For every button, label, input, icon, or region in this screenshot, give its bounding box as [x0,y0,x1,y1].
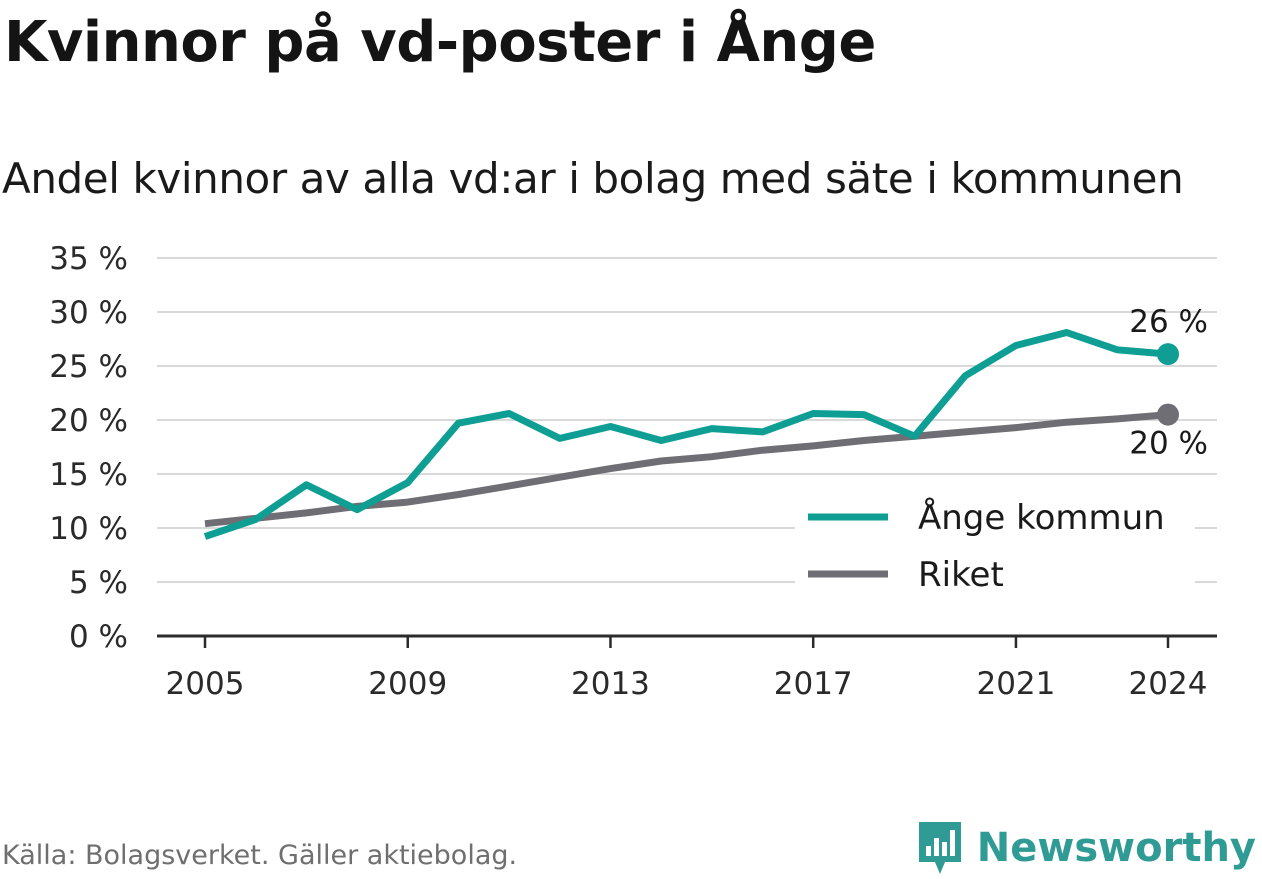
y-tick-label: 15 % [49,457,128,493]
y-tick-label: 20 % [49,403,128,439]
brand-logo: Newsworthy [915,818,1256,878]
y-tick-label: 5 % [69,565,128,601]
legend-label: Riket [918,555,1004,595]
series-line-ange [203,329,1169,540]
y-tick-label: 0 % [69,619,128,655]
y-tick-label: 25 % [49,349,128,385]
chart-subtitle: Andel kvinnor av alla vd:ar i bolag med … [2,154,1184,203]
legend-background [795,488,1195,606]
series-end-point [1157,343,1179,366]
y-tick-label: 10 % [49,511,128,547]
x-tick-label: 2017 [774,666,853,702]
brand-name: Newsworthy [976,825,1256,871]
x-tick-label: 2013 [571,666,650,702]
x-tick-label: 2005 [166,666,245,702]
legend: Ånge kommun Riket [795,488,1195,606]
x-tick-label: 2021 [976,666,1055,702]
y-tick-label: 30 % [49,295,128,331]
series-lines [203,329,1179,540]
y-tick-label: 35 % [49,241,128,277]
legend-label: Ånge kommun [918,497,1165,538]
end-label-ange: 26 % [1129,304,1208,340]
grid-lines [157,257,1217,583]
x-tick-label: 2009 [368,666,447,702]
end-label-riket: 20 % [1129,426,1208,462]
x-tick-label: 2024 [1129,666,1208,702]
y-axis-labels: 0 % 5 % 10 % 15 % 20 % 25 % 30 % 35 % [49,241,128,655]
newsworthy-logo-icon [918,822,961,874]
series-end-point [1157,403,1179,426]
end-value-labels: 26 % 20 % [1129,304,1208,461]
page-title: Kvinnor på vd-poster i Ånge [4,10,876,75]
source-note: Källa: Bolagsverket. Gäller aktiebolag. [2,840,518,871]
x-axis: 2005 2009 2013 2017 2021 2024 [157,634,1217,702]
